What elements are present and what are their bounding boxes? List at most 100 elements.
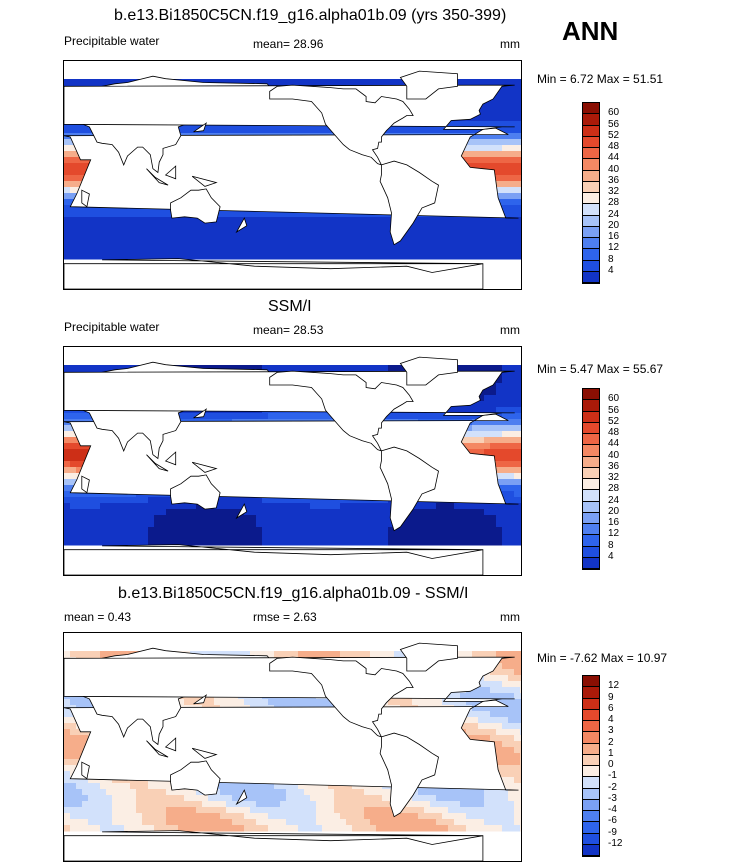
field-cell [214, 509, 221, 516]
field-cell [352, 223, 359, 230]
field-cell [460, 121, 467, 128]
field-cell [244, 503, 251, 510]
colorbar-swatch [583, 193, 599, 205]
field-cell [352, 539, 359, 546]
field-cell [514, 85, 521, 92]
field-cell [70, 651, 77, 658]
field-cell [118, 515, 125, 522]
field-cell [322, 211, 329, 218]
field-cell [346, 515, 353, 522]
field-cell [76, 521, 83, 528]
field-cell [184, 539, 191, 546]
field-cell [82, 253, 89, 260]
field-cell [184, 509, 191, 516]
field-cell [478, 247, 485, 254]
field-cell [214, 527, 221, 534]
field-cell [226, 533, 233, 540]
field-cell [322, 497, 329, 504]
field-cell [70, 443, 77, 450]
field-cell [70, 491, 77, 498]
field-cell [418, 515, 425, 522]
field-cell [316, 365, 323, 372]
field-cell [346, 79, 353, 86]
colorbar-swatch [583, 501, 599, 513]
field-cell [238, 229, 245, 236]
field-cell [478, 151, 485, 158]
field-cell [226, 365, 233, 372]
field-cell [208, 539, 215, 546]
field-cell [478, 503, 485, 510]
field-cell [484, 247, 491, 254]
field-cell [502, 401, 509, 408]
field-cell [70, 223, 77, 230]
field-cell [64, 229, 71, 236]
field-cell [502, 539, 509, 546]
field-cell [184, 527, 191, 534]
field-cell [100, 205, 107, 212]
field-cell [466, 79, 473, 86]
field-cell [520, 651, 521, 658]
field-cell [166, 223, 173, 230]
field-cell [232, 503, 239, 510]
field-cell [508, 229, 515, 236]
field-cell [292, 127, 299, 134]
field-cell [436, 253, 443, 260]
field-cell [178, 217, 185, 224]
field-cell [508, 97, 515, 104]
field-cell [124, 497, 131, 504]
field-cell [286, 79, 293, 86]
field-cell [160, 211, 167, 218]
field-cell [466, 515, 473, 522]
field-cell [100, 527, 107, 534]
field-cell [490, 407, 497, 414]
field-cell [70, 521, 77, 528]
field-cell [262, 509, 269, 516]
field-cell [358, 247, 365, 254]
field-cell [76, 205, 83, 212]
field-cell [370, 235, 377, 242]
field-cell [172, 247, 179, 254]
field-cell [484, 389, 491, 396]
field-cell [304, 127, 311, 134]
field-cell [76, 539, 83, 546]
field-cell [142, 241, 149, 248]
field-cell [388, 127, 395, 134]
field-cell [466, 413, 473, 420]
field-cell [346, 211, 353, 218]
field-cell [508, 139, 515, 146]
field-cell [112, 205, 119, 212]
field-cell [472, 139, 479, 146]
land-outline [64, 544, 484, 575]
field-cell [64, 223, 71, 230]
panel2-title: SSM/I [268, 298, 312, 315]
field-cell [250, 539, 257, 546]
field-cell [472, 217, 479, 224]
field-cell [514, 657, 521, 664]
field-cell [148, 211, 155, 218]
field-cell [190, 413, 197, 420]
field-cell [334, 521, 341, 528]
land-outline [399, 70, 458, 100]
field-cell [274, 229, 281, 236]
field-cell [70, 175, 77, 182]
panel1-colorbar [582, 102, 600, 284]
field-cell [460, 521, 467, 528]
field-cell [508, 503, 515, 510]
field-cell [196, 503, 203, 510]
field-cell [472, 163, 479, 170]
field-cell [220, 241, 227, 248]
field-cell [286, 509, 293, 516]
field-cell [460, 407, 467, 414]
field-cell [442, 253, 449, 260]
field-cell [328, 651, 335, 658]
field-cell [244, 229, 251, 236]
field-cell [328, 503, 335, 510]
field-cell [232, 651, 239, 658]
field-cell [214, 79, 221, 86]
field-cell [256, 217, 263, 224]
field-cell [280, 235, 287, 242]
field-cell [508, 401, 515, 408]
field-cell [328, 527, 335, 534]
field-cell [508, 425, 515, 432]
field-cell [400, 127, 407, 134]
